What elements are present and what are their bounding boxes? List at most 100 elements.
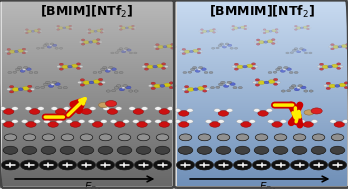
Circle shape — [299, 120, 305, 123]
Circle shape — [157, 135, 168, 141]
Circle shape — [253, 81, 256, 84]
Circle shape — [334, 122, 345, 127]
Circle shape — [23, 69, 25, 70]
Circle shape — [259, 41, 264, 44]
Circle shape — [142, 66, 145, 68]
Circle shape — [41, 86, 45, 88]
Circle shape — [99, 41, 102, 43]
Circle shape — [244, 28, 247, 30]
Circle shape — [187, 88, 194, 91]
Circle shape — [218, 111, 229, 116]
Circle shape — [235, 146, 250, 154]
Circle shape — [312, 147, 325, 154]
Circle shape — [203, 85, 207, 88]
Circle shape — [59, 63, 63, 65]
Circle shape — [159, 109, 169, 114]
Circle shape — [276, 68, 280, 71]
Circle shape — [88, 120, 94, 123]
Circle shape — [217, 134, 230, 141]
Circle shape — [258, 81, 265, 84]
Circle shape — [153, 65, 157, 68]
Circle shape — [52, 81, 57, 84]
Circle shape — [337, 63, 341, 65]
Circle shape — [188, 71, 192, 73]
Circle shape — [219, 83, 223, 86]
Circle shape — [22, 87, 29, 90]
Circle shape — [197, 52, 201, 54]
Circle shape — [101, 68, 105, 71]
Circle shape — [196, 161, 213, 170]
Circle shape — [237, 65, 244, 69]
Circle shape — [163, 46, 167, 48]
Circle shape — [309, 27, 311, 29]
Circle shape — [59, 161, 76, 170]
Circle shape — [98, 146, 113, 154]
Circle shape — [274, 78, 278, 81]
Circle shape — [99, 147, 112, 154]
Circle shape — [111, 52, 114, 54]
Circle shape — [81, 109, 92, 114]
Circle shape — [22, 48, 26, 50]
Circle shape — [42, 147, 55, 154]
Circle shape — [192, 67, 197, 69]
Circle shape — [98, 102, 108, 108]
Circle shape — [198, 134, 211, 141]
Circle shape — [300, 27, 303, 29]
Circle shape — [275, 29, 278, 30]
Circle shape — [329, 161, 346, 170]
Circle shape — [274, 41, 277, 43]
Circle shape — [89, 81, 94, 84]
Circle shape — [77, 160, 95, 170]
Circle shape — [166, 45, 172, 48]
Circle shape — [280, 70, 285, 72]
Circle shape — [274, 134, 287, 141]
Circle shape — [297, 87, 300, 89]
Circle shape — [38, 32, 40, 33]
Circle shape — [200, 29, 203, 30]
Circle shape — [136, 146, 151, 154]
Circle shape — [178, 146, 193, 154]
Circle shape — [319, 63, 324, 65]
Circle shape — [206, 30, 209, 32]
Circle shape — [254, 41, 258, 43]
Circle shape — [14, 50, 18, 53]
Circle shape — [58, 27, 63, 29]
Circle shape — [236, 147, 249, 154]
Circle shape — [347, 85, 348, 87]
Circle shape — [116, 107, 122, 110]
Circle shape — [119, 71, 123, 74]
Circle shape — [66, 120, 72, 123]
Circle shape — [102, 67, 107, 69]
Circle shape — [138, 135, 149, 141]
Circle shape — [128, 26, 133, 29]
Circle shape — [107, 109, 118, 114]
Circle shape — [243, 65, 247, 68]
Circle shape — [264, 81, 269, 84]
Circle shape — [137, 147, 150, 154]
Circle shape — [299, 48, 303, 50]
Circle shape — [8, 71, 12, 74]
Circle shape — [255, 147, 268, 154]
Circle shape — [331, 44, 334, 46]
Circle shape — [159, 122, 169, 127]
Circle shape — [290, 52, 294, 54]
Circle shape — [79, 146, 94, 154]
Circle shape — [100, 32, 103, 33]
Circle shape — [234, 27, 238, 29]
Circle shape — [234, 63, 238, 65]
Circle shape — [234, 161, 251, 170]
Circle shape — [190, 68, 195, 71]
Circle shape — [292, 49, 296, 51]
Circle shape — [331, 134, 344, 141]
Circle shape — [115, 52, 119, 54]
Circle shape — [60, 146, 75, 154]
Circle shape — [232, 66, 236, 68]
Circle shape — [55, 47, 58, 49]
Circle shape — [127, 49, 131, 51]
Circle shape — [307, 28, 309, 30]
Circle shape — [267, 40, 273, 43]
Circle shape — [249, 120, 255, 123]
Circle shape — [177, 161, 194, 170]
Circle shape — [17, 67, 22, 69]
Circle shape — [129, 52, 133, 54]
